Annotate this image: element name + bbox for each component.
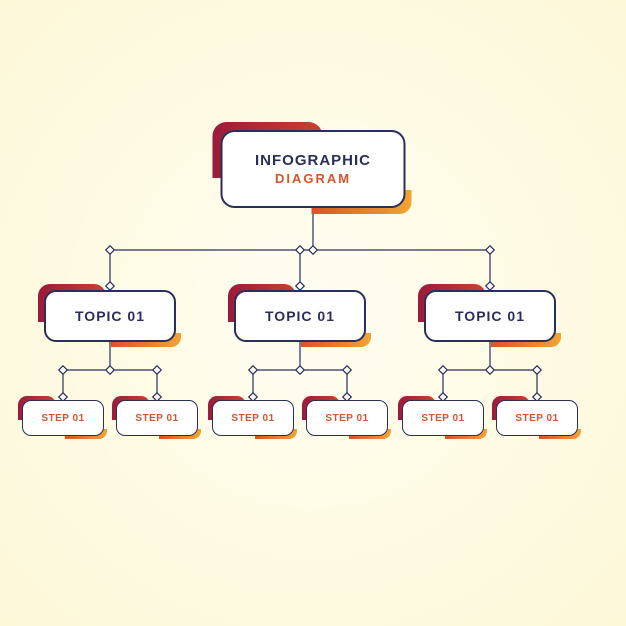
step-box: STEP 01 xyxy=(116,400,198,436)
diagram-canvas: INFOGRAPHIC DIAGRAM TOPIC 01 TOPIC 01 TO… xyxy=(0,0,626,626)
root-node: INFOGRAPHIC DIAGRAM xyxy=(221,130,406,208)
root-subtitle: DIAGRAM xyxy=(275,171,351,186)
step-label: STEP 01 xyxy=(231,413,274,424)
topic-node-0: TOPIC 01 xyxy=(44,290,176,342)
root-box: INFOGRAPHIC DIAGRAM xyxy=(221,130,406,208)
step-node-0: STEP 01 xyxy=(22,400,104,436)
step-label: STEP 01 xyxy=(421,413,464,424)
step-box: STEP 01 xyxy=(212,400,294,436)
topic-node-2: TOPIC 01 xyxy=(424,290,556,342)
step-label: STEP 01 xyxy=(41,413,84,424)
step-node-3: STEP 01 xyxy=(306,400,388,436)
topic-box: TOPIC 01 xyxy=(234,290,366,342)
topic-label: TOPIC 01 xyxy=(455,308,525,324)
step-node-5: STEP 01 xyxy=(496,400,578,436)
step-node-2: STEP 01 xyxy=(212,400,294,436)
step-label: STEP 01 xyxy=(325,413,368,424)
topic-node-1: TOPIC 01 xyxy=(234,290,366,342)
step-label: STEP 01 xyxy=(515,413,558,424)
step-label: STEP 01 xyxy=(135,413,178,424)
topic-box: TOPIC 01 xyxy=(424,290,556,342)
topic-label: TOPIC 01 xyxy=(265,308,335,324)
root-title: INFOGRAPHIC xyxy=(255,152,371,169)
step-node-4: STEP 01 xyxy=(402,400,484,436)
step-box: STEP 01 xyxy=(306,400,388,436)
step-box: STEP 01 xyxy=(496,400,578,436)
topic-label: TOPIC 01 xyxy=(75,308,145,324)
topic-box: TOPIC 01 xyxy=(44,290,176,342)
step-node-1: STEP 01 xyxy=(116,400,198,436)
step-box: STEP 01 xyxy=(402,400,484,436)
step-box: STEP 01 xyxy=(22,400,104,436)
